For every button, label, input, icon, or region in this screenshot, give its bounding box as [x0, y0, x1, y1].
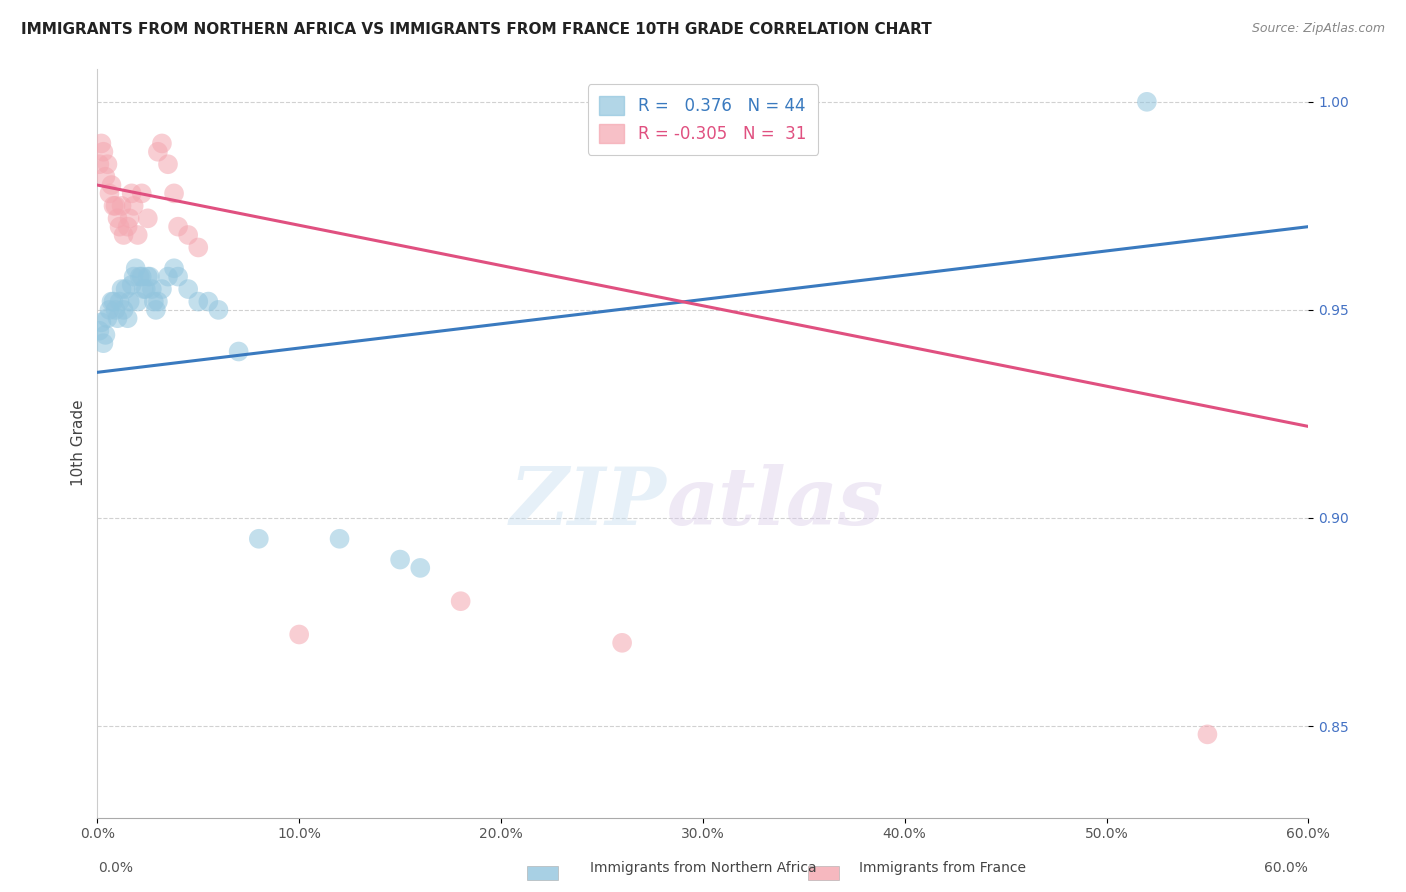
Point — [141, 282, 163, 296]
Point — [156, 157, 179, 171]
Text: IMMIGRANTS FROM NORTHERN AFRICA VS IMMIGRANTS FROM FRANCE 10TH GRADE CORRELATION: IMMIGRANTS FROM NORTHERN AFRICA VS IMMIG… — [21, 22, 932, 37]
Point — [156, 269, 179, 284]
Text: ZIP: ZIP — [509, 464, 666, 541]
Point — [121, 186, 143, 201]
Point — [136, 211, 159, 226]
Point — [122, 269, 145, 284]
Point — [108, 294, 131, 309]
Text: 0.0%: 0.0% — [98, 862, 134, 875]
Point — [107, 311, 129, 326]
Y-axis label: 10th Grade: 10th Grade — [72, 400, 86, 486]
Point — [114, 282, 136, 296]
Legend: R =   0.376   N = 44, R = -0.305   N =  31: R = 0.376 N = 44, R = -0.305 N = 31 — [588, 85, 818, 154]
Point — [247, 532, 270, 546]
Point — [167, 219, 190, 234]
Text: 60.0%: 60.0% — [1264, 862, 1308, 875]
Point — [104, 302, 127, 317]
Point — [103, 199, 125, 213]
Point — [93, 145, 115, 159]
Point — [112, 227, 135, 242]
Point — [94, 327, 117, 342]
Point — [96, 157, 118, 171]
Point — [288, 627, 311, 641]
Point — [118, 211, 141, 226]
Point — [90, 315, 112, 329]
Point — [132, 282, 155, 296]
Point — [98, 186, 121, 201]
Point — [112, 302, 135, 317]
Point — [167, 269, 190, 284]
Point — [1197, 727, 1219, 741]
Point — [100, 178, 122, 192]
Point — [117, 311, 139, 326]
Point — [187, 294, 209, 309]
Point — [197, 294, 219, 309]
Point — [146, 145, 169, 159]
Point — [96, 311, 118, 326]
Point — [187, 240, 209, 254]
Point — [131, 269, 153, 284]
Point — [145, 302, 167, 317]
Point — [409, 561, 432, 575]
Point — [122, 199, 145, 213]
Point — [150, 282, 173, 296]
Point — [104, 199, 127, 213]
Text: Immigrants from France: Immigrants from France — [859, 862, 1025, 875]
Point — [163, 186, 186, 201]
Point — [163, 261, 186, 276]
Point — [110, 282, 132, 296]
Point — [103, 294, 125, 309]
Point — [118, 294, 141, 309]
Point — [389, 552, 412, 566]
Point — [127, 227, 149, 242]
Point — [110, 199, 132, 213]
Point — [128, 269, 150, 284]
Point — [93, 336, 115, 351]
Point — [610, 636, 633, 650]
Point — [450, 594, 472, 608]
Point — [125, 261, 148, 276]
Point — [177, 227, 200, 242]
Point — [135, 282, 157, 296]
Point — [329, 532, 352, 546]
Point — [136, 269, 159, 284]
Text: Immigrants from Northern Africa: Immigrants from Northern Africa — [589, 862, 817, 875]
Point — [94, 169, 117, 184]
Point — [1136, 95, 1159, 109]
Point — [142, 294, 165, 309]
Point — [98, 302, 121, 317]
Point — [127, 294, 149, 309]
Text: atlas: atlas — [666, 464, 884, 541]
Point — [139, 269, 162, 284]
Text: Source: ZipAtlas.com: Source: ZipAtlas.com — [1251, 22, 1385, 36]
Point — [177, 282, 200, 296]
Point — [207, 302, 229, 317]
Point — [89, 324, 111, 338]
Point — [90, 136, 112, 151]
Point — [228, 344, 250, 359]
Point — [146, 294, 169, 309]
Point — [100, 294, 122, 309]
Point — [131, 186, 153, 201]
Point — [89, 157, 111, 171]
Point — [150, 136, 173, 151]
Point — [107, 211, 129, 226]
Point — [108, 219, 131, 234]
Point — [117, 219, 139, 234]
Point — [121, 277, 143, 292]
